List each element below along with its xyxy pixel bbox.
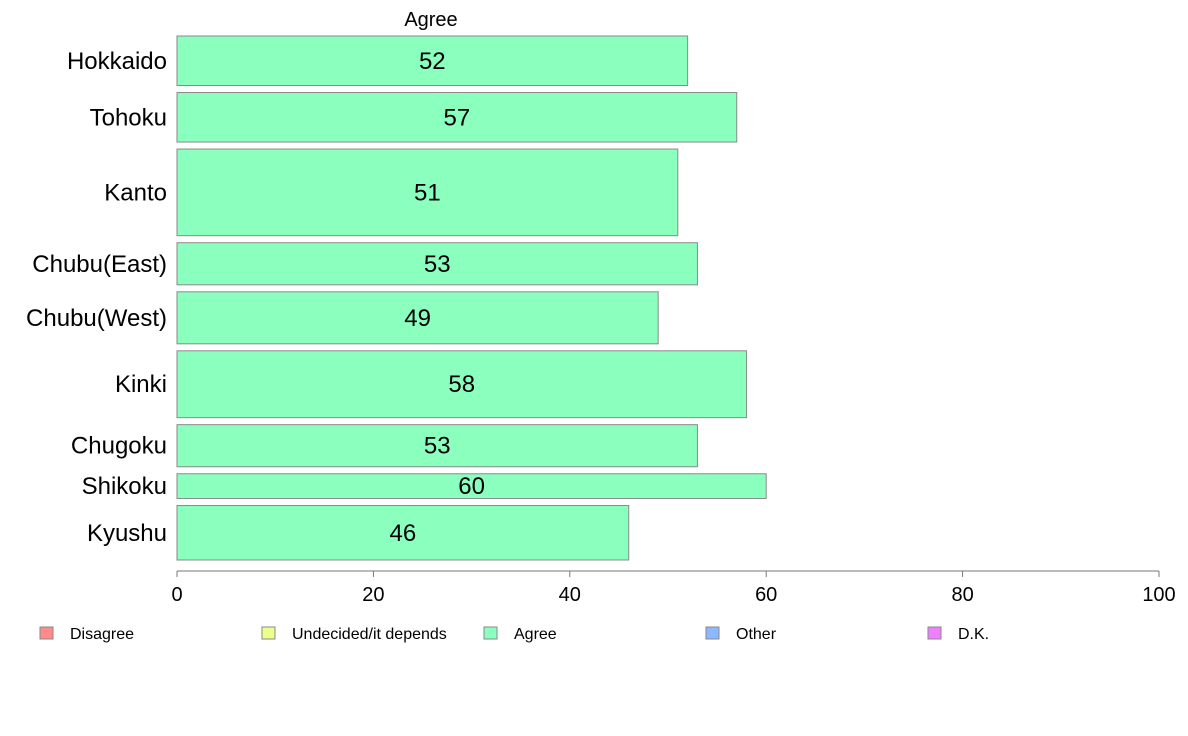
- x-tick-label: 40: [559, 584, 581, 606]
- legend-label: Undecided/it depends: [292, 626, 447, 643]
- legend-swatch-d-k: [927, 626, 942, 640]
- bar-value-label: 53: [424, 251, 451, 278]
- x-tick-label: 100: [1142, 584, 1175, 606]
- bar-value-label: 51: [414, 179, 441, 206]
- bar-value-label: 58: [448, 371, 475, 398]
- bar-value-label: 60: [458, 473, 485, 500]
- category-label: Kinki: [115, 371, 167, 398]
- legend-swatch-undecided-it-depends: [261, 626, 276, 640]
- bar-kanto: [176, 148, 679, 237]
- bar-tohoku: [176, 92, 738, 143]
- category-label: Chubu(East): [32, 251, 167, 278]
- x-tick-label: 60: [755, 584, 777, 606]
- category-label: Hokkaido: [67, 48, 167, 75]
- bar-kinki: [176, 350, 748, 419]
- legend-swatch-disagree: [39, 626, 54, 640]
- bar-hokkaido: [176, 35, 689, 87]
- bar-value-label: 53: [424, 433, 451, 460]
- bar-value-label: 49: [404, 305, 431, 332]
- bar-chubu-west-: [176, 291, 659, 345]
- x-axis: 0 20 40 60 80 100: [171, 570, 1176, 606]
- bar-chugoku: [176, 424, 698, 468]
- x-tick-label: 80: [951, 584, 973, 606]
- category-label: Kanto: [104, 179, 167, 206]
- legend-swatch-other: [705, 626, 720, 640]
- bar-value-label: 57: [444, 104, 471, 131]
- bar-shikoku: [176, 473, 767, 500]
- legend-swatch-agree: [483, 626, 498, 640]
- legend-label: Agree: [514, 626, 557, 643]
- bar-group: 52 Hokkaido 57 Tohoku 51 Kanto 53 Chubu(East) 49…: [26, 35, 767, 561]
- bar-chubu-east-: [176, 242, 698, 286]
- bar-value-label: 52: [419, 48, 446, 75]
- category-label: Shikoku: [82, 473, 167, 500]
- legend-label: Other: [736, 626, 777, 643]
- category-label: Chugoku: [71, 433, 167, 460]
- x-tick-label: 0: [171, 584, 182, 606]
- bar-kyushu: [176, 505, 630, 561]
- x-tick-label: 20: [362, 584, 384, 606]
- legend-label: D.K.: [958, 626, 989, 643]
- legend-label: Disagree: [70, 626, 134, 643]
- legend: Disagree Undecided/it depends Agree Other D.…: [39, 626, 989, 643]
- bar-value-label: 46: [390, 520, 417, 547]
- category-label: Tohoku: [90, 104, 167, 131]
- category-label: Kyushu: [87, 520, 167, 547]
- category-label: Chubu(West): [26, 305, 167, 332]
- series-top-label: Agree: [404, 9, 457, 31]
